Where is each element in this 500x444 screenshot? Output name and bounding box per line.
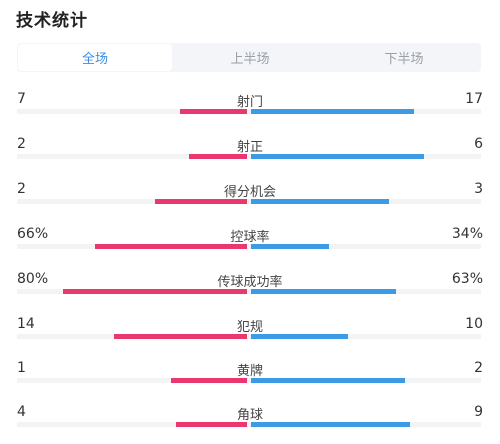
away-value: 2 [474,360,483,376]
away-bar [251,244,329,249]
home-bar [176,422,247,427]
stat-row-shots-on-target: 2 射正 6 [0,136,500,176]
home-bar [171,378,247,383]
away-value: 9 [474,404,483,420]
page-title: 技术统计 [16,11,88,31]
home-value: 2 [17,181,26,197]
stat-track [17,289,481,294]
stat-row-corners: 4 角球 9 [0,404,500,444]
away-bar [251,334,348,339]
tab-first-half[interactable]: 上半场 [230,52,270,67]
home-bar [63,289,247,294]
away-value: 6 [474,136,483,152]
tab-full-match[interactable]: 全场 [18,44,172,71]
away-value: 34% [451,226,483,242]
stat-row-possession: 66% 控球率 34% [0,226,500,266]
home-value: 66% [17,226,49,242]
stat-row-shots: 7 射门 17 [0,91,500,131]
home-bar [189,154,247,159]
stat-track [17,422,481,427]
stat-track [17,244,481,249]
away-value: 63% [451,271,483,287]
stat-track [17,378,481,383]
stat-track [17,154,481,159]
home-bar [114,334,247,339]
away-value: 10 [465,316,483,332]
stat-label: 角球 [236,408,263,423]
home-value: 4 [17,404,26,420]
away-value: 3 [474,181,483,197]
away-bar [251,378,405,383]
stat-label: 传球成功率 [217,275,283,290]
period-tabs: 全场 上半场 下半场 [17,43,481,72]
stat-track [17,109,481,114]
away-bar [251,154,424,159]
away-bar [251,199,389,204]
stat-label: 犯规 [236,320,263,335]
away-bar [251,109,414,114]
stat-label: 黄牌 [236,364,263,379]
stat-label: 射门 [236,95,263,110]
home-value: 1 [17,360,26,376]
home-value: 14 [17,316,35,332]
home-bar [155,199,247,204]
stat-row-chances: 2 得分机会 3 [0,181,500,221]
stat-row-yellow-cards: 1 黄牌 2 [0,360,500,400]
home-bar [180,109,247,114]
home-value: 7 [17,91,26,107]
stat-label: 射正 [236,140,263,155]
stat-row-fouls: 14 犯规 10 [0,316,500,356]
tab-second-half[interactable]: 下半场 [384,52,424,67]
stat-row-pass-accuracy: 80% 传球成功率 63% [0,271,500,311]
away-bar [251,422,410,427]
stat-track [17,334,481,339]
away-bar [251,289,396,294]
stat-label: 控球率 [230,230,270,245]
home-value: 80% [17,271,49,287]
stat-label: 得分机会 [223,185,276,200]
home-value: 2 [17,136,26,152]
stat-track [17,199,481,204]
home-bar [95,244,247,249]
away-value: 17 [465,91,483,107]
